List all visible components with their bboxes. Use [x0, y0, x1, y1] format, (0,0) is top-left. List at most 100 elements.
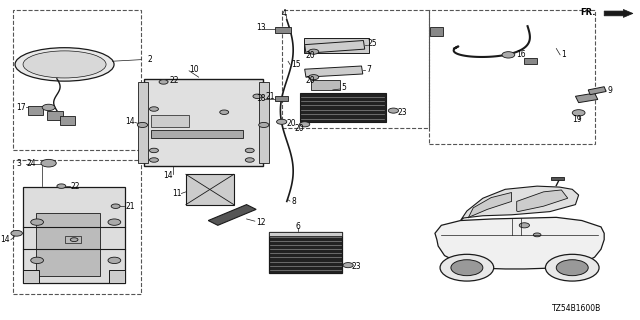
Text: 20: 20 [306, 76, 316, 85]
Circle shape [253, 94, 262, 99]
Bar [23, 270, 39, 283]
Text: 7: 7 [366, 65, 371, 74]
Text: 22: 22 [71, 182, 81, 191]
Text: 17: 17 [17, 103, 26, 112]
Bar [259, 82, 269, 163]
Circle shape [111, 204, 120, 208]
Bar [109, 270, 125, 283]
Bar [524, 58, 537, 64]
Text: 23: 23 [398, 108, 408, 117]
Circle shape [519, 223, 529, 228]
Circle shape [70, 238, 78, 242]
Polygon shape [305, 41, 365, 53]
Text: 13: 13 [256, 23, 266, 32]
Polygon shape [516, 190, 568, 212]
Text: 3: 3 [17, 159, 22, 168]
Text: 14: 14 [1, 235, 10, 244]
Text: FR.: FR. [580, 8, 596, 17]
Bar [275, 27, 291, 33]
Circle shape [150, 107, 159, 111]
Polygon shape [588, 87, 606, 95]
Text: 14: 14 [164, 172, 173, 180]
Polygon shape [575, 93, 598, 103]
Polygon shape [305, 66, 363, 77]
Text: 24: 24 [26, 159, 36, 168]
Bar [145, 79, 262, 166]
Circle shape [259, 123, 269, 127]
Bar [269, 232, 342, 273]
Polygon shape [461, 186, 579, 220]
Text: 20: 20 [287, 119, 296, 128]
Circle shape [245, 158, 254, 162]
Circle shape [108, 257, 121, 264]
Bar [138, 82, 148, 163]
Circle shape [245, 148, 254, 153]
FancyBboxPatch shape [431, 27, 443, 36]
Circle shape [440, 254, 493, 281]
Circle shape [308, 75, 319, 80]
Circle shape [31, 219, 44, 225]
Text: 11: 11 [172, 189, 181, 198]
Polygon shape [468, 193, 511, 218]
Polygon shape [435, 217, 604, 269]
Bar [275, 96, 288, 101]
Circle shape [41, 159, 56, 167]
Circle shape [276, 119, 287, 124]
Text: 4: 4 [282, 9, 287, 18]
Text: TZ54B1600B: TZ54B1600B [552, 304, 601, 313]
Circle shape [502, 52, 515, 58]
Polygon shape [208, 204, 256, 225]
Circle shape [42, 104, 55, 111]
Text: 22: 22 [170, 76, 179, 85]
Bar [13, 10, 141, 150]
Circle shape [108, 219, 121, 225]
Ellipse shape [15, 48, 114, 81]
FancyBboxPatch shape [28, 106, 44, 115]
Circle shape [150, 148, 159, 153]
Text: 20: 20 [294, 124, 304, 132]
Text: 2: 2 [148, 55, 152, 64]
Circle shape [159, 80, 168, 84]
Text: 10: 10 [189, 65, 198, 74]
Text: 25: 25 [368, 39, 378, 48]
Circle shape [343, 263, 353, 268]
Bar [429, 10, 595, 144]
Bar [151, 130, 243, 138]
Text: 1: 1 [561, 50, 566, 59]
Circle shape [572, 110, 585, 116]
Circle shape [451, 260, 483, 276]
Bar [23, 187, 125, 283]
Bar [282, 10, 429, 128]
Circle shape [57, 184, 66, 188]
Circle shape [31, 257, 44, 264]
Ellipse shape [23, 51, 106, 78]
Text: 21: 21 [125, 202, 135, 211]
Circle shape [138, 123, 148, 127]
Circle shape [220, 110, 228, 115]
Circle shape [300, 122, 310, 127]
Text: 19: 19 [572, 115, 582, 124]
Bar [269, 232, 342, 236]
Bar [311, 80, 340, 90]
Text: 5: 5 [342, 83, 347, 92]
Bar [36, 212, 100, 276]
Circle shape [11, 230, 22, 236]
Bar [13, 160, 141, 294]
Text: 21: 21 [266, 92, 275, 101]
Circle shape [308, 49, 319, 54]
Text: 16: 16 [516, 50, 526, 59]
Circle shape [533, 233, 541, 237]
Circle shape [556, 260, 588, 276]
Text: 9: 9 [607, 86, 612, 95]
Bar [65, 236, 81, 243]
Text: 14: 14 [125, 117, 135, 126]
Text: 15: 15 [291, 60, 301, 69]
Circle shape [545, 254, 599, 281]
FancyBboxPatch shape [47, 111, 63, 120]
Bar [300, 93, 386, 122]
Bar [151, 116, 189, 126]
Bar [186, 174, 234, 204]
FancyArrow shape [604, 10, 633, 17]
Text: 12: 12 [256, 218, 266, 227]
Text: 8: 8 [291, 197, 296, 206]
